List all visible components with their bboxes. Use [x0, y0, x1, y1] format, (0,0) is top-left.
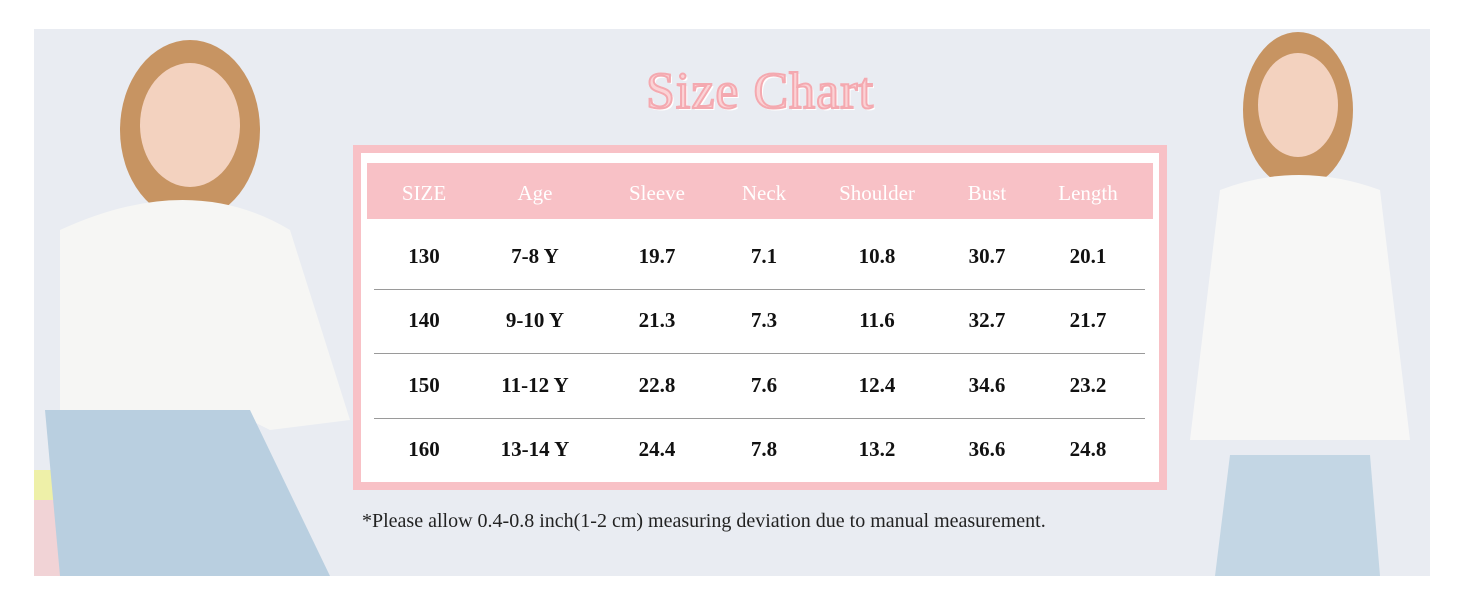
size-table: SIZE Age Sleeve Neck Shoulder Bust Length 130 7… — [353, 145, 1167, 490]
table-cell: 140 — [408, 308, 440, 332]
table-cell: 130 — [408, 244, 440, 268]
header-cell: Length — [1058, 181, 1118, 205]
table-cell: 22.8 — [638, 373, 676, 397]
title: Size Chart — [645, 62, 875, 121]
header-cell: Bust — [967, 181, 1007, 205]
row-separator — [374, 353, 1145, 354]
table-cell: 21.3 — [638, 308, 676, 332]
row-separator — [374, 418, 1145, 419]
left-model — [34, 40, 350, 576]
table-cell: 11.6 — [859, 308, 895, 332]
table-cell: 24.8 — [1069, 437, 1107, 461]
header-cell: Neck — [741, 181, 787, 205]
table-cell: 21.7 — [1069, 308, 1107, 332]
table-body: SIZE Age Sleeve Neck Shoulder Bust Length 130 7… — [361, 153, 1159, 482]
table-cell: 150 — [408, 373, 440, 397]
table-cell: 13-14 Y — [500, 437, 570, 461]
table-cell: 24.4 — [638, 437, 676, 461]
header-cell: SIZE — [401, 181, 447, 205]
table-cell: 32.7 — [968, 308, 1006, 332]
table-cell: 19.7 — [638, 244, 676, 268]
header-cell: Age — [517, 181, 553, 205]
header-row: SIZE Age Sleeve Neck Shoulder Bust Length — [367, 163, 1153, 219]
table-cell: 9-10 Y — [505, 308, 565, 332]
note: *Please allow 0.4-0.8 inch(1-2 cm) measu… — [362, 510, 1046, 532]
table-cell: 13.2 — [858, 437, 896, 461]
table-cell: 160 — [408, 437, 440, 461]
table-cell: 30.7 — [968, 244, 1006, 268]
header-cell: Sleeve — [629, 181, 685, 205]
table-cell: 7.8 — [750, 437, 778, 461]
table-cell: 20.1 — [1069, 244, 1107, 268]
table-cell: 10.8 — [858, 244, 896, 268]
table-cell: 11-12 Y — [501, 373, 569, 397]
table-cell: 7.6 — [750, 373, 778, 397]
right-model — [1190, 32, 1410, 576]
table-cell: 34.6 — [968, 373, 1006, 397]
table-cell: 23.2 — [1069, 373, 1107, 397]
table-cell: 7.1 — [750, 244, 778, 268]
table-cell: 7.3 — [750, 308, 778, 332]
table-cell: 36.6 — [968, 437, 1006, 461]
header-cell: Shoulder — [839, 181, 915, 205]
table-cell: 12.4 — [858, 373, 896, 397]
table-cell: 7-8 Y — [511, 244, 559, 268]
row-separator — [374, 289, 1145, 290]
